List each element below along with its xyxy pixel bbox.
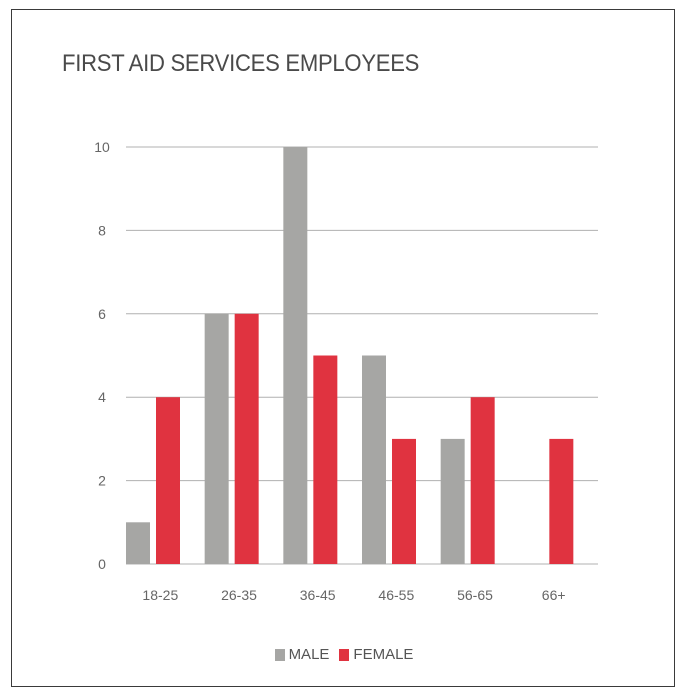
bar-male-18-25 — [126, 522, 150, 564]
bar-male-46-55 — [362, 355, 386, 564]
legend-swatch-male — [274, 648, 285, 661]
chart-title: FIRST AID SERVICES EMPLOYEES — [62, 50, 420, 77]
x-tick-label: 18-25 — [142, 587, 178, 603]
bar-female-46-55 — [392, 438, 416, 564]
y-tick-label: 0 — [98, 556, 106, 572]
bar-female-18-25 — [156, 397, 180, 564]
bar-female-66+ — [549, 438, 574, 564]
bar-male-36-45 — [283, 147, 308, 564]
chart-legend: MALE FEMALE — [0, 646, 688, 663]
legend-swatch-female — [339, 648, 350, 661]
legend-label-male: MALE — [288, 646, 330, 663]
bar-male-26-35 — [204, 313, 229, 564]
legend-item-male: MALE — [274, 646, 330, 663]
bar-female-26-35 — [234, 313, 259, 564]
bar-male-56-65 — [440, 438, 465, 564]
y-tick-label: 8 — [98, 222, 106, 238]
bar-female-56-65 — [470, 397, 495, 564]
legend-label-female: FEMALE — [353, 646, 414, 663]
x-tick-label: 46-55 — [378, 587, 414, 603]
y-tick-label: 2 — [98, 473, 106, 489]
bar-female-36-45 — [313, 355, 338, 564]
x-tick-label: 56-65 — [457, 587, 493, 603]
chart-frame — [11, 9, 675, 687]
y-tick-label: 10 — [94, 139, 110, 155]
y-tick-label: 4 — [98, 389, 106, 405]
x-tick-label: 26-35 — [221, 587, 257, 603]
x-tick-label: 66+ — [542, 587, 566, 603]
legend-item-female: FEMALE — [339, 646, 413, 663]
y-tick-label: 6 — [98, 306, 106, 322]
x-tick-label: 36-45 — [300, 587, 336, 603]
